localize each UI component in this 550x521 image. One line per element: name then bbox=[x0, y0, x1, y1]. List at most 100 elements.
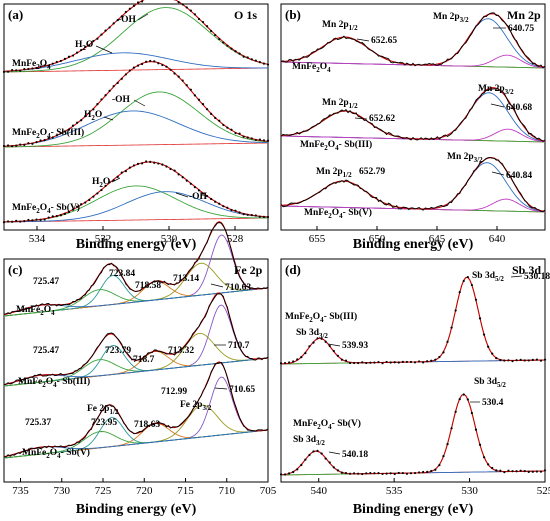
data-point bbox=[361, 472, 364, 476]
data-point bbox=[446, 340, 449, 343]
data-point bbox=[120, 15, 123, 18]
data-point bbox=[214, 116, 217, 120]
panel-b-mn2p: (b) Mn 2p Mn 2p1/2 Mn 2p3/2 652.65 640.7… bbox=[280, 3, 546, 252]
data-point bbox=[519, 469, 522, 472]
raw-spectrum bbox=[280, 156, 546, 212]
data-point bbox=[55, 134, 58, 137]
data-point bbox=[35, 218, 38, 221]
data-point bbox=[185, 6, 188, 9]
data-point bbox=[189, 9, 192, 12]
data-point bbox=[283, 473, 287, 476]
data-point bbox=[450, 326, 453, 329]
panel-c-x-ticks: 735 730 725 720 715 710 705 bbox=[12, 478, 277, 497]
data-point bbox=[373, 361, 376, 364]
data-point bbox=[365, 361, 368, 365]
data-point bbox=[377, 361, 380, 364]
x-tick-label: 525 bbox=[537, 485, 550, 497]
panel-a-ann-h2o-2: H2O bbox=[84, 110, 102, 122]
data-point bbox=[430, 359, 433, 362]
data-point bbox=[100, 33, 103, 36]
data-point bbox=[258, 138, 261, 141]
data-point bbox=[71, 54, 75, 57]
data-point bbox=[466, 398, 469, 401]
data-point bbox=[80, 203, 83, 206]
panel-a-ann-h2o-3: H2O bbox=[92, 177, 110, 189]
data-point bbox=[136, 64, 140, 67]
panel-c-peak-3-3: 718.63 bbox=[134, 420, 160, 430]
data-point bbox=[495, 357, 498, 360]
data-point bbox=[96, 37, 99, 40]
panel-a-ann-oh-3: -OH bbox=[189, 192, 208, 202]
data-point bbox=[328, 344, 331, 348]
x-tick-label: 730 bbox=[54, 485, 71, 497]
data-point bbox=[296, 468, 299, 471]
panel-b-peak-value-2b: 640.68 bbox=[506, 103, 532, 113]
data-point bbox=[218, 119, 221, 122]
data-point bbox=[238, 52, 241, 55]
data-point bbox=[288, 361, 291, 364]
data-point bbox=[389, 472, 392, 475]
panel-a-sample-1: MnFe2O4 bbox=[12, 59, 51, 71]
panel-c-peak-2-3: 718.7 bbox=[133, 355, 155, 365]
panel-b-sample-2: MnFe2O4- Sb(III) bbox=[300, 139, 372, 152]
data-point bbox=[11, 220, 14, 223]
panel-b-plot-area bbox=[280, 12, 546, 213]
x-tick-label: 735 bbox=[12, 485, 29, 497]
panel-c-plot-area bbox=[3, 221, 269, 459]
data-point bbox=[63, 57, 67, 60]
data-point bbox=[523, 359, 526, 362]
data-point bbox=[47, 64, 50, 67]
data-point bbox=[51, 136, 54, 139]
data-point bbox=[100, 98, 103, 101]
data-point bbox=[316, 337, 319, 340]
panel-c-peak-2-1: 725.47 bbox=[33, 346, 59, 356]
data-point bbox=[112, 22, 115, 25]
data-point bbox=[324, 340, 327, 343]
data-point bbox=[153, 161, 156, 164]
data-point bbox=[462, 393, 465, 396]
raw-spectrum bbox=[3, 222, 269, 315]
data-point bbox=[246, 56, 249, 59]
data-point bbox=[234, 50, 237, 53]
data-point bbox=[438, 355, 441, 359]
data-point bbox=[185, 84, 188, 87]
panel-a-xlabel: Binding energy (eV) bbox=[76, 237, 197, 252]
data-point bbox=[124, 169, 127, 173]
data-point bbox=[230, 128, 233, 131]
data-point bbox=[454, 410, 457, 413]
data-point bbox=[336, 354, 339, 357]
panel-d-peak-value-2b: 540.18 bbox=[342, 450, 368, 460]
data-point bbox=[96, 192, 99, 195]
data-point bbox=[84, 115, 87, 118]
data-point bbox=[238, 211, 241, 214]
x-tick-label: 645 bbox=[429, 233, 446, 245]
data-point bbox=[136, 162, 140, 165]
data-point bbox=[226, 206, 229, 209]
data-point bbox=[304, 351, 307, 355]
data-point bbox=[19, 69, 22, 72]
data-point bbox=[92, 108, 95, 111]
data-point bbox=[149, 160, 152, 163]
x-tick-label: 725 bbox=[95, 485, 112, 497]
data-point bbox=[515, 359, 518, 362]
panel-c-peak-3-5: 710.65 bbox=[229, 385, 255, 395]
data-point bbox=[230, 47, 233, 50]
data-point bbox=[193, 13, 196, 16]
data-point bbox=[210, 112, 213, 115]
panel-d-peak-label-2a: Sb 3d5/2 bbox=[474, 377, 506, 389]
x-tick-label: 530 bbox=[161, 233, 178, 245]
panel-b-x-ticks: 655 650 645 640 bbox=[309, 226, 506, 245]
data-point bbox=[128, 7, 132, 10]
panel-d-sample-1: MnFe2O4- Sb(III) bbox=[285, 311, 357, 324]
data-point bbox=[189, 182, 192, 185]
data-point bbox=[193, 186, 196, 189]
data-point bbox=[218, 202, 221, 205]
fit-component-oh bbox=[3, 7, 269, 73]
data-point bbox=[442, 351, 445, 354]
data-point bbox=[397, 361, 400, 364]
data-point bbox=[132, 4, 136, 7]
panel-b-peak-value-3b: 640.84 bbox=[506, 171, 532, 181]
data-point bbox=[124, 10, 127, 14]
data-point bbox=[67, 128, 71, 131]
data-point bbox=[539, 470, 543, 473]
